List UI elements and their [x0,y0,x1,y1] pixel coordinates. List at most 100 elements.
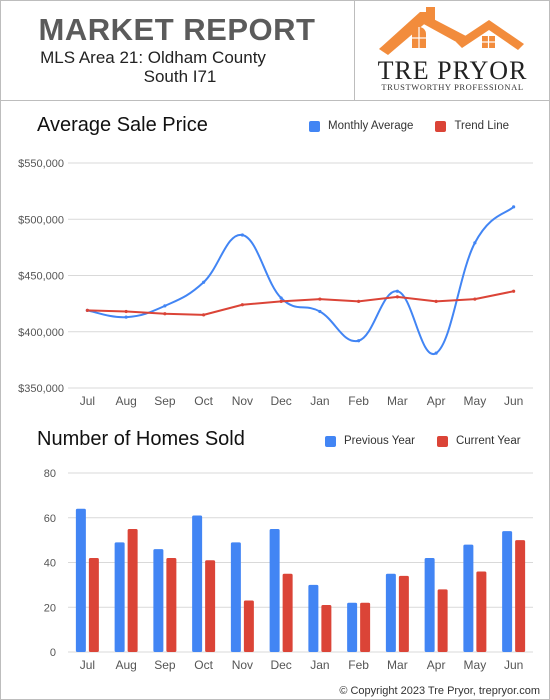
data-point-monthly-average-aug [124,315,128,319]
price-line-chart: $350,000 $400,000 $450,000 $500,000 $550,000… [18,158,533,408]
homes-sold-bar-chart: 0 20 40 60 80 Jul Aug Sep Oct Nov Dec Jan Feb Mar Apr M… [44,468,533,672]
legend-item-previous-year: Previous Year [325,435,415,447]
price-x-tick-label-apr: Apr [427,394,446,408]
legend-label-trend-line: Trend Line [454,120,510,132]
data-point-trend-line-sep [163,312,167,316]
bar-previous-year-dec [269,528,280,652]
data-point-trend-line-jun [512,289,516,293]
sales-x-tick-label-jun: Jun [504,658,523,672]
price-y-tick-label: $350,000 [18,383,64,395]
sales-y-tick-label: 60 [44,513,56,525]
price-x-tick-label-mar: Mar [387,394,408,408]
price-chart-title: Average Sale Price [37,114,208,136]
legend-label-current-year: Current Year [455,435,521,447]
bar-previous-year-sep [153,549,164,652]
legend-item-monthly-average: Monthly Average [309,120,413,132]
sales-y-tick-label: 0 [50,647,56,659]
legend-swatch-previous-year [325,435,336,447]
series-line-trend-line [87,290,514,316]
data-point-trend-line-oct [202,313,206,317]
sales-x-tick-label-jan: Jan [310,658,329,672]
data-point-monthly-average-jan [318,309,322,314]
price-x-tick-label-jul: Jul [80,394,95,408]
price-y-tick-label: $450,000 [18,271,64,283]
legend-item-trend-line: Trend Line [435,120,509,132]
sales-x-tick-label-feb: Feb [348,658,369,672]
price-y-tick-label: $500,000 [18,214,64,226]
legend-swatch-monthly-average [309,120,320,132]
bar-current-year-jan [321,605,332,652]
data-point-monthly-average-apr [434,351,438,355]
sales-x-tick-label-aug: Aug [115,658,136,672]
sales-x-tick-label-nov: Nov [232,658,253,672]
bar-current-year-may [476,571,487,652]
sales-x-tick-label-jul: Jul [80,658,95,672]
bar-previous-year-may [463,544,474,652]
report-header: MARKET REPORT MLS Area 21: Oldham County… [0,0,550,101]
data-point-trend-line-may [473,297,477,301]
legend-swatch-current-year [436,435,448,447]
data-point-monthly-average-may [473,241,477,245]
data-point-monthly-average-dec [279,296,283,300]
sales-x-tick-label-dec: Dec [270,658,291,672]
bar-current-year-jul [88,558,99,652]
sales-y-tick-label: 20 [44,602,56,614]
legend-label-previous-year: Previous Year [344,435,415,447]
sales-x-tick-label-sep: Sep [154,658,176,672]
bar-current-year-jun [515,540,526,652]
bar-previous-year-oct [192,515,203,652]
price-y-tick-label: $400,000 [18,327,64,339]
data-point-trend-line-apr [434,299,438,303]
sales-x-tick-label-oct: Oct [194,658,213,672]
legend-swatch-trend-line [435,120,447,132]
report-title: MARKET REPORT [38,12,316,47]
bar-current-year-oct [205,560,216,652]
price-y-tick-label: $550,000 [18,158,64,170]
data-point-monthly-average-oct [202,280,206,284]
data-point-trend-line-jul [85,308,89,312]
bar-current-year-aug [127,528,138,652]
bar-current-year-feb [360,602,371,652]
price-x-tick-label-nov: Nov [232,394,253,408]
price-x-tick-label-jun: Jun [504,394,523,408]
data-point-monthly-average-nov [240,233,244,237]
data-point-monthly-average-jun [512,205,516,209]
sales-x-tick-label-mar: Mar [387,658,408,672]
sales-y-tick-label: 40 [44,558,56,570]
data-point-trend-line-feb [357,299,361,303]
price-x-tick-label-feb: Feb [348,394,369,408]
data-point-monthly-average-sep [163,304,167,308]
sales-chart-legend: Previous Year Current Year [325,435,521,447]
bar-previous-year-mar [385,573,396,652]
price-x-tick-label-sep: Sep [154,394,176,408]
bar-previous-year-apr [424,558,435,652]
price-chart-legend: Monthly Average Trend Line [309,120,509,132]
area-name-line-2: South I71 [143,67,217,86]
data-point-trend-line-aug [124,309,128,314]
sales-y-tick-label: 80 [44,468,56,480]
sales-chart-title: Number of Homes Sold [37,428,245,450]
bar-previous-year-jan [308,584,319,652]
data-point-monthly-average-mar [395,289,399,293]
bar-current-year-nov [243,600,254,652]
bar-previous-year-feb [347,602,358,652]
area-name-line-1: MLS Area 21: Oldham County [40,48,266,67]
brand-name: TRE PRYOR [377,56,528,85]
header-divider [354,0,355,100]
price-x-tick-label-jan: Jan [310,394,329,408]
bar-previous-year-jun [502,531,513,652]
data-point-trend-line-mar [395,295,399,299]
bar-previous-year-nov [230,542,241,652]
sales-x-tick-label-apr: Apr [427,658,446,672]
bar-current-year-mar [398,575,409,652]
data-point-monthly-average-feb [357,339,361,343]
bar-current-year-sep [166,558,177,652]
price-x-tick-label-oct: Oct [194,394,213,408]
bar-previous-year-jul [75,508,86,652]
copyright-footer: © Copyright 2023 Tre Pryor, trepryor.com [339,685,540,697]
legend-label-monthly-average: Monthly Average [328,120,414,132]
brand-tagline: TRUSTWORTHY PROFESSIONAL [381,82,524,92]
price-x-tick-label-dec: Dec [270,394,291,408]
bar-current-year-apr [437,589,448,652]
sales-x-tick-label-may: May [464,658,487,672]
